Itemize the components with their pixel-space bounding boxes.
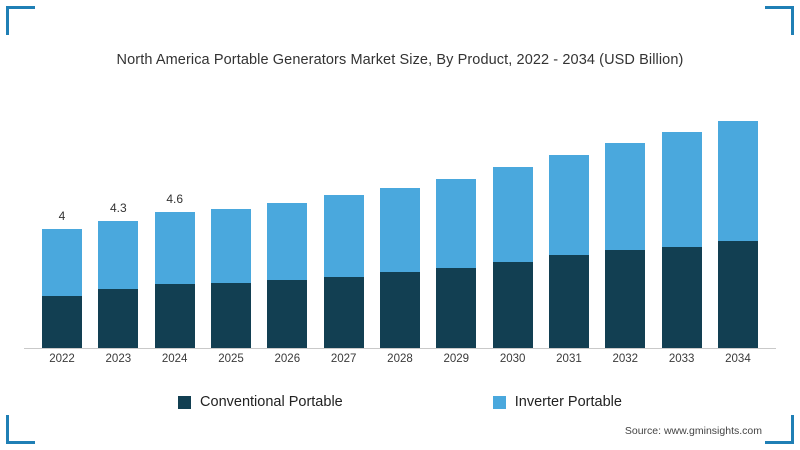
bar-segment-conventional-portable xyxy=(42,296,82,348)
bar-value-label: 4.3 xyxy=(109,200,127,215)
bar-column: 4 xyxy=(42,96,82,348)
bar-column xyxy=(717,96,758,348)
legend-label: Inverter Portable xyxy=(514,394,622,410)
x-axis-label: 2034 xyxy=(725,353,751,365)
x-axis-label: 2022 xyxy=(49,353,75,365)
chart-title: North America Portable Generators Market… xyxy=(116,52,684,68)
bar-segment-inverter-portable xyxy=(42,229,82,297)
legend-item[interactable]: Conventional Portable xyxy=(178,394,343,410)
x-axis-label: 2033 xyxy=(668,353,695,365)
bar-column xyxy=(379,96,420,348)
x-axis-label: 2024 xyxy=(161,353,188,365)
bar-column xyxy=(605,96,646,348)
corner-bracket-top-right xyxy=(765,6,794,35)
stacked-bar xyxy=(267,202,308,348)
x-axis-tick-labels: 2022 2023 2024 2025 2026 2027 2028 2029 2030 2031… xyxy=(36,353,764,373)
stacked-bar xyxy=(379,187,420,348)
bar-column xyxy=(267,96,308,348)
chart-legend: Conventional Portable Inverter Portable xyxy=(0,394,800,410)
bar-segment-conventional-portable xyxy=(661,247,702,348)
x-axis-line xyxy=(24,348,776,349)
x-axis-label: 2031 xyxy=(556,353,582,365)
stacked-bar xyxy=(154,211,195,348)
x-axis-label: 2025 xyxy=(218,353,244,365)
stacked-bar xyxy=(548,155,589,348)
bar-column xyxy=(436,96,477,348)
bar-value-label: 4.6 xyxy=(166,191,183,206)
bar-segment-inverter-portable xyxy=(154,211,195,285)
bar-segment-conventional-portable xyxy=(492,262,533,348)
bar-segment-inverter-portable xyxy=(492,167,533,263)
bar-segment-inverter-portable xyxy=(379,187,420,273)
legend-item[interactable]: Inverter Portable xyxy=(492,394,622,410)
bar-column xyxy=(210,96,251,348)
bar-column: 4.6 xyxy=(154,96,195,348)
corner-bracket-top-left xyxy=(6,6,35,35)
stacked-bar xyxy=(436,179,477,348)
corner-bracket-bottom-left xyxy=(6,415,35,444)
x-axis-label: 2029 xyxy=(443,353,470,365)
bar-column: 4.3 xyxy=(98,96,139,348)
bar-segment-conventional-portable xyxy=(379,272,420,348)
bar-segment-inverter-portable xyxy=(323,195,364,277)
corner-bracket-bottom-right xyxy=(765,415,794,444)
plot-area: 4 4.3 4.6 xyxy=(36,96,764,348)
stacked-bar xyxy=(661,131,702,348)
legend-swatch-icon xyxy=(178,395,192,409)
bar-segment-inverter-portable xyxy=(436,179,477,268)
x-axis-label: 2030 xyxy=(499,353,526,365)
bar-column xyxy=(661,96,702,348)
stacked-bar xyxy=(210,208,251,348)
bar-segment-inverter-portable xyxy=(210,208,251,283)
bar-column xyxy=(492,96,533,348)
stacked-bar xyxy=(323,195,364,348)
x-axis-label: 2028 xyxy=(387,353,413,365)
bar-group: 4 4.3 4.6 xyxy=(36,96,764,348)
bar-segment-inverter-portable xyxy=(717,121,758,242)
bar-segment-conventional-portable xyxy=(267,279,308,348)
bar-segment-inverter-portable xyxy=(98,220,139,289)
bar-segment-conventional-portable xyxy=(605,250,646,348)
x-axis-label: 2023 xyxy=(105,353,132,365)
x-axis-label: 2027 xyxy=(330,353,357,365)
stacked-bar xyxy=(98,220,139,348)
bar-segment-inverter-portable xyxy=(661,131,702,248)
bar-segment-conventional-portable xyxy=(717,241,758,348)
bar-segment-inverter-portable xyxy=(548,155,589,255)
bar-column xyxy=(548,96,589,348)
bar-segment-conventional-portable xyxy=(548,254,589,348)
bar-segment-conventional-portable xyxy=(210,282,251,348)
legend-label: Conventional Portable xyxy=(200,394,343,410)
bar-segment-conventional-portable xyxy=(154,284,195,348)
bar-segment-conventional-portable xyxy=(98,288,139,348)
stacked-bar xyxy=(492,167,533,348)
bar-segment-conventional-portable xyxy=(323,276,364,348)
x-axis-label: 2026 xyxy=(274,353,301,365)
source-credit: Source: www.gminsights.com xyxy=(624,425,762,437)
x-axis-label: 2032 xyxy=(612,353,639,365)
stacked-bar xyxy=(717,121,758,348)
legend-swatch-icon xyxy=(492,395,506,409)
stacked-bar xyxy=(42,229,82,348)
stacked-bar xyxy=(605,143,646,348)
bar-segment-inverter-portable xyxy=(267,202,308,280)
bar-segment-conventional-portable xyxy=(436,267,477,348)
bar-segment-inverter-portable xyxy=(605,143,646,251)
bar-column xyxy=(323,96,364,348)
bar-value-label: 4 xyxy=(58,209,66,224)
